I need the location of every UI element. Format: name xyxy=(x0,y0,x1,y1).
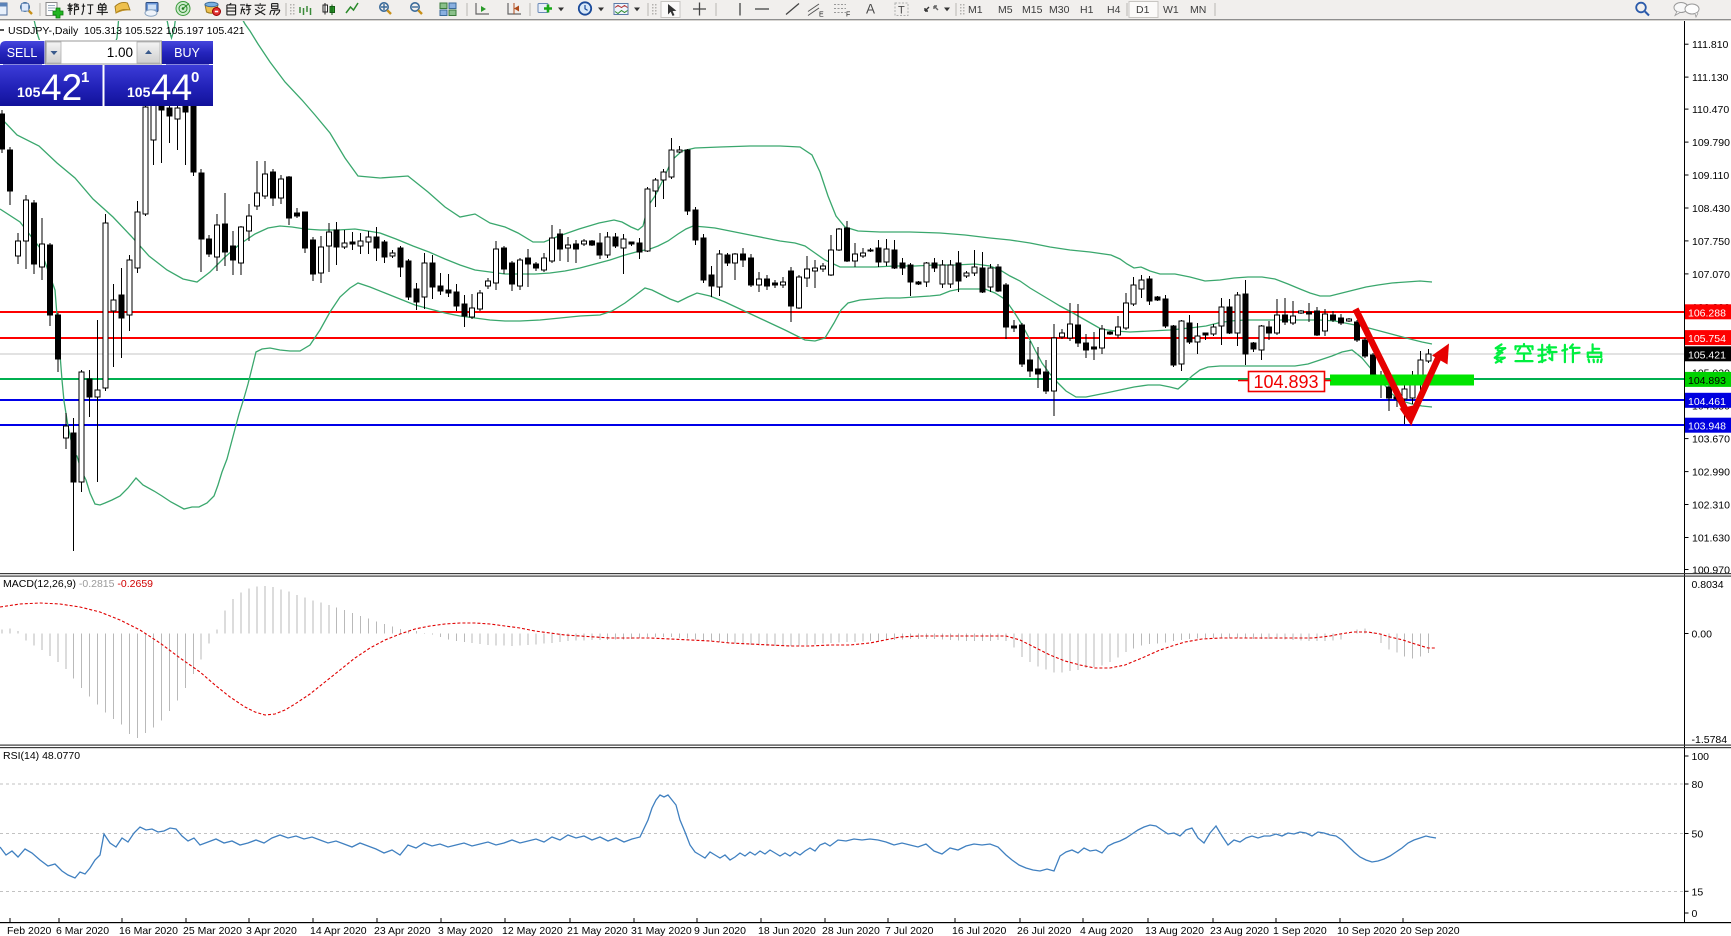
svg-text:0.00: 0.00 xyxy=(1692,629,1713,641)
svg-text:1: 1 xyxy=(81,69,89,86)
svg-text:F: F xyxy=(846,12,850,19)
svg-text:16 Jul 2020: 16 Jul 2020 xyxy=(952,925,1006,936)
svg-text:109.790: 109.790 xyxy=(1692,137,1730,149)
svg-text:23 Aug 2020: 23 Aug 2020 xyxy=(1210,925,1269,936)
svg-text:12 May 2020: 12 May 2020 xyxy=(502,925,563,936)
svg-text:23 Apr 2020: 23 Apr 2020 xyxy=(374,925,431,936)
svg-text:6 Mar 2020: 6 Mar 2020 xyxy=(56,925,109,936)
svg-text:31 May 2020: 31 May 2020 xyxy=(631,925,692,936)
svg-text:E: E xyxy=(819,12,824,19)
svg-text:102.990: 102.990 xyxy=(1692,467,1730,479)
svg-text:MN: MN xyxy=(1190,4,1206,16)
svg-text:-1.5784: -1.5784 xyxy=(1692,734,1728,746)
svg-text:16 Mar 2020: 16 Mar 2020 xyxy=(119,925,178,936)
svg-text:100: 100 xyxy=(1692,751,1710,763)
svg-text:Feb 2020: Feb 2020 xyxy=(7,925,52,936)
svg-text:9 Jun 2020: 9 Jun 2020 xyxy=(694,925,746,936)
svg-text:104.893: 104.893 xyxy=(1688,375,1726,387)
svg-text:44: 44 xyxy=(151,67,192,108)
svg-text:26 Jul 2020: 26 Jul 2020 xyxy=(1017,925,1071,936)
svg-text:M5: M5 xyxy=(998,4,1013,16)
svg-text:105.754: 105.754 xyxy=(1688,333,1726,345)
svg-text:104.893: 104.893 xyxy=(1253,372,1318,392)
svg-text:1 Sep 2020: 1 Sep 2020 xyxy=(1273,925,1327,936)
svg-text:107.070: 107.070 xyxy=(1692,269,1730,281)
svg-text:3 May 2020: 3 May 2020 xyxy=(438,925,493,936)
svg-text:104.461: 104.461 xyxy=(1688,396,1726,408)
svg-text:42: 42 xyxy=(41,67,82,108)
svg-text:0: 0 xyxy=(191,69,199,86)
svg-text:RSI(14) 48.0770: RSI(14) 48.0770 xyxy=(3,750,80,762)
svg-text:M1: M1 xyxy=(968,4,983,16)
svg-text:H1: H1 xyxy=(1080,4,1094,16)
svg-text:102.310: 102.310 xyxy=(1692,500,1730,512)
svg-text:80: 80 xyxy=(1692,779,1704,791)
svg-text:105.421: 105.421 xyxy=(1688,349,1726,361)
svg-text:28 Jun 2020: 28 Jun 2020 xyxy=(822,925,880,936)
svg-text:15: 15 xyxy=(1692,886,1704,898)
svg-text:7 Jul 2020: 7 Jul 2020 xyxy=(885,925,934,936)
svg-text:USDJPY-,Daily 105.313 105.522: USDJPY-,Daily 105.313 105.522 105.197 10… xyxy=(8,25,245,37)
svg-text:109.110: 109.110 xyxy=(1692,170,1729,182)
svg-text:101.630: 101.630 xyxy=(1692,533,1730,545)
svg-text:50: 50 xyxy=(1692,829,1704,841)
svg-text:25 Mar 2020: 25 Mar 2020 xyxy=(183,925,242,936)
svg-text:106.288: 106.288 xyxy=(1688,307,1726,319)
svg-text:M30: M30 xyxy=(1049,4,1070,16)
svg-text:BUY: BUY xyxy=(174,46,200,60)
svg-text:20 Sep 2020: 20 Sep 2020 xyxy=(1400,925,1460,936)
svg-text:D1: D1 xyxy=(1136,4,1150,16)
svg-text:107.750: 107.750 xyxy=(1692,236,1730,248)
svg-text:100.970: 100.970 xyxy=(1692,565,1730,577)
svg-text:0: 0 xyxy=(1692,908,1698,920)
svg-text:105: 105 xyxy=(127,84,151,100)
svg-text:4 Aug 2020: 4 Aug 2020 xyxy=(1080,925,1133,936)
svg-text:105: 105 xyxy=(17,84,41,100)
svg-text:T: T xyxy=(898,5,905,17)
svg-text:W1: W1 xyxy=(1163,4,1179,16)
svg-text:110.470: 110.470 xyxy=(1692,104,1729,116)
svg-text:13 Aug 2020: 13 Aug 2020 xyxy=(1145,925,1204,936)
svg-text:SELL: SELL xyxy=(7,46,38,60)
svg-text:103.670: 103.670 xyxy=(1692,434,1730,446)
svg-text:18 Jun 2020: 18 Jun 2020 xyxy=(758,925,816,936)
svg-text:MACD(12,26,9) -0.2815 -0.2659: MACD(12,26,9) -0.2815 -0.2659 xyxy=(3,578,153,590)
svg-text:1.00: 1.00 xyxy=(107,45,133,60)
svg-text:111.130: 111.130 xyxy=(1692,72,1729,84)
svg-text:103.948: 103.948 xyxy=(1688,421,1726,433)
svg-text:21 May 2020: 21 May 2020 xyxy=(567,925,628,936)
svg-text:H4: H4 xyxy=(1107,4,1121,16)
svg-text:A: A xyxy=(866,2,875,17)
svg-text:10 Sep 2020: 10 Sep 2020 xyxy=(1337,925,1397,936)
svg-text:108.430: 108.430 xyxy=(1692,203,1730,215)
svg-text:3 Apr 2020: 3 Apr 2020 xyxy=(246,925,297,936)
svg-text:14 Apr 2020: 14 Apr 2020 xyxy=(310,925,367,936)
svg-text:111.810: 111.810 xyxy=(1692,39,1729,51)
svg-text:0.8034: 0.8034 xyxy=(1692,579,1724,591)
svg-text:M15: M15 xyxy=(1022,4,1043,16)
